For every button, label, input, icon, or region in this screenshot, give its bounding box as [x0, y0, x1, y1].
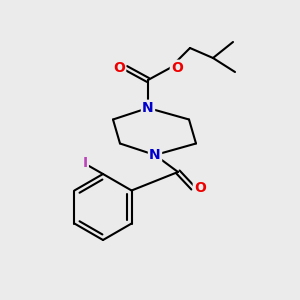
Text: I: I [82, 156, 88, 170]
Text: O: O [171, 61, 183, 75]
Text: O: O [113, 61, 125, 75]
Text: N: N [149, 148, 161, 162]
Text: N: N [142, 101, 154, 115]
Text: O: O [194, 181, 206, 195]
